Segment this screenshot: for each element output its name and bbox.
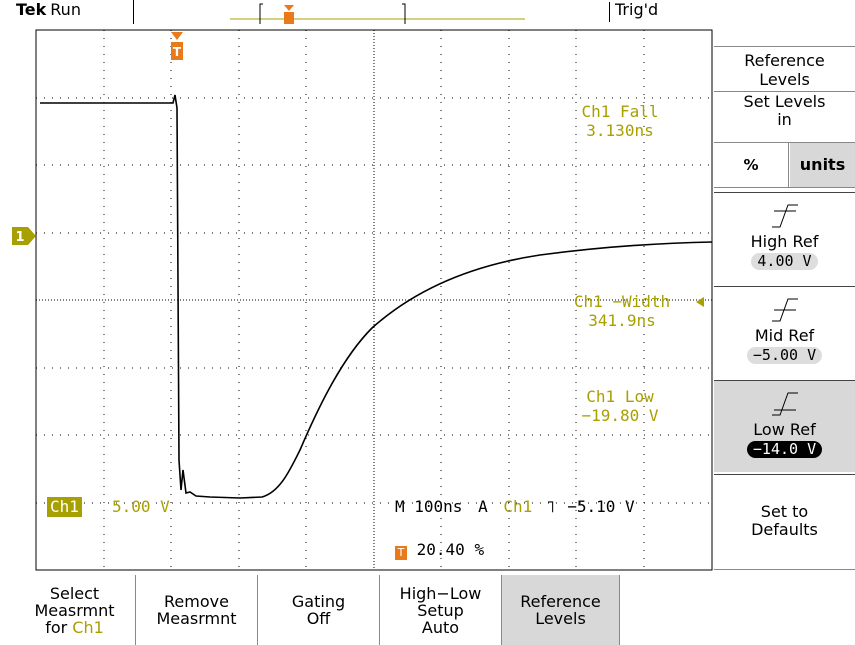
svg-text:1: 1 [15, 230, 24, 245]
side-menu-header: Reference Levels Set Levels in [714, 46, 855, 142]
ch1-width-readout: Ch1 −Width 341.9ns [552, 292, 692, 330]
trigger-status: Trig'd [608, 0, 659, 22]
brand-logo: Tek [16, 0, 47, 19]
ch1-ground-marker[interactable]: 1 [12, 227, 36, 245]
trigger-position-value: 20.40 % [416, 540, 485, 559]
reflevels-line1: Reference [520, 592, 601, 611]
high-ref-value: 4.00 V [751, 253, 818, 270]
select-line1: Select [49, 583, 100, 603]
set-levels-line1: Set Levels [743, 92, 826, 111]
record-view-indicator [230, 3, 525, 24]
timebase: M 100ns [395, 497, 463, 516]
ch1-fall-label: Ch1 Fall [581, 102, 659, 121]
select-line3-channel: Ch1 [72, 617, 104, 637]
ch1-fall-value: 3.130ns [586, 121, 654, 140]
gating-button[interactable]: Gating Off [258, 575, 380, 645]
ch1-low-readout: Ch1 Low −19.80 V [560, 387, 680, 425]
remove-line2: Measrmnt [156, 609, 237, 628]
trigger-position-readout: T 20.40 % [395, 540, 484, 560]
graticule-grid [36, 30, 712, 570]
highlow-line1: High−Low [399, 583, 482, 603]
reflevels-line2: Levels [535, 609, 586, 628]
mid-ref-button[interactable]: Mid Ref −5.00 V [714, 286, 855, 378]
waveform-display [35, 29, 713, 571]
ch1-width-label: Ch1 −Width [573, 292, 671, 311]
low-ref-button[interactable]: Low Ref −14.0 V [714, 380, 855, 472]
ch1-waveform [40, 94, 713, 499]
selected-measurement-arrow-icon [696, 297, 704, 307]
high-low-setup-button[interactable]: High−Low Setup Auto [380, 575, 502, 645]
trigger-mode: A [478, 497, 488, 516]
side-menu-title-line2: Levels [759, 70, 810, 89]
select-line3: for Ch1 [34, 619, 114, 636]
header-divider [133, 0, 134, 24]
trigger-level: −5.10 V [567, 497, 635, 516]
gating-line1: Gating [291, 592, 346, 611]
mid-ref-value: −5.00 V [746, 347, 823, 364]
defaults-line2: Defaults [751, 520, 818, 539]
low-ref-label: Low Ref [753, 420, 816, 439]
remove-line1: Remove [164, 592, 229, 611]
brand-status: Tek Run [16, 0, 81, 19]
ch1-low-value: −19.80 V [581, 406, 659, 425]
ch1-width-value: 341.9ns [588, 311, 656, 330]
mid-ref-label: Mid Ref [754, 326, 815, 345]
rising-edge-mid-icon [771, 298, 798, 322]
highlow-line2: Setup [417, 600, 464, 620]
highlow-line3: Auto [421, 617, 460, 637]
side-menu-title-line1: Reference [744, 51, 825, 70]
channel-badge[interactable]: Ch1 [47, 497, 82, 517]
graticule-center-axes [36, 30, 712, 570]
select-line2: Measrmnt [34, 600, 115, 620]
remove-measurement-button[interactable]: Remove Measrmnt [136, 575, 258, 645]
reference-levels-button[interactable]: Reference Levels [502, 575, 620, 645]
ch1-fall-readout: Ch1 Fall 3.130ns [560, 102, 680, 140]
ch1-low-label: Ch1 Low [586, 387, 654, 406]
run-status: Run [50, 0, 81, 19]
rising-edge-low-icon [771, 392, 798, 416]
falling-edge-icon: ˥ [545, 497, 556, 516]
high-ref-button[interactable]: High Ref 4.00 V [714, 192, 855, 284]
option-percent[interactable]: % [714, 143, 789, 187]
rising-edge-high-icon [771, 204, 798, 228]
defaults-line1: Set to [760, 502, 809, 521]
trigger-position-icon: T [395, 546, 407, 560]
timebase-readout: M 100ns A Ch1 ˥ −5.10 V [395, 497, 635, 517]
select-measurement-button[interactable]: Select Measrmnt for Ch1 [14, 575, 136, 645]
select-line3-prefix: for [45, 617, 73, 637]
channel-scale: 5.00 V [112, 497, 170, 516]
units-toggle[interactable]: % units [714, 142, 855, 188]
low-ref-value: −14.0 V [746, 441, 823, 458]
set-levels-line2: in [777, 110, 792, 129]
gating-line2: Off [306, 609, 331, 628]
option-units[interactable]: units [790, 143, 855, 187]
trigger-source: Ch1 [503, 497, 533, 516]
trigger-position-marker[interactable]: T [170, 32, 184, 62]
high-ref-label: High Ref [750, 232, 819, 251]
svg-text:T: T [173, 45, 182, 59]
set-to-defaults-button[interactable]: Set to Defaults [714, 474, 855, 570]
